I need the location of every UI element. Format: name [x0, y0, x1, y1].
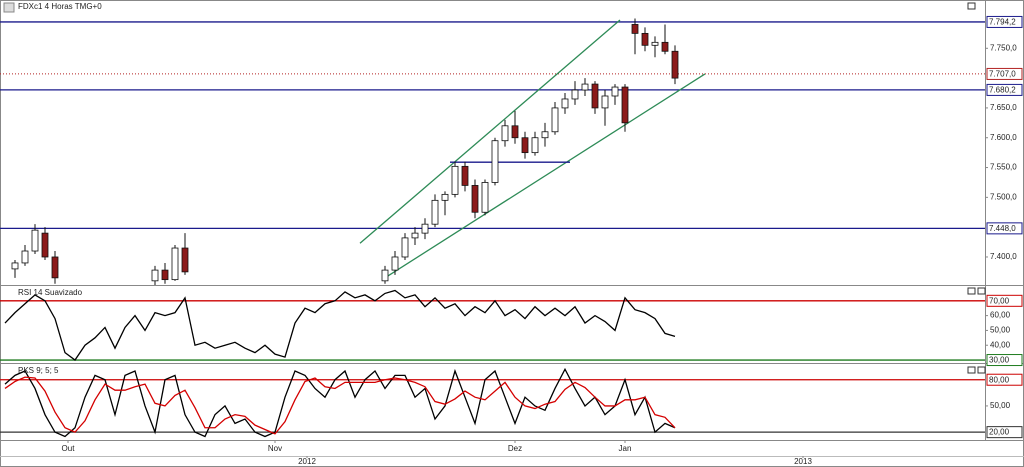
candle-body [461, 165, 469, 186]
level-label-box [986, 294, 1023, 307]
level-label-box [986, 222, 1023, 235]
maximize-button[interactable] [967, 2, 976, 10]
y-tick-label: 40,00 [990, 340, 1011, 349]
level-label-box [986, 83, 1023, 96]
x-tick-label: Dez [508, 444, 522, 453]
plot-area [0, 289, 985, 361]
level-label: 7.794,2 [989, 18, 1016, 27]
year-tick-label: 2012 [298, 457, 316, 466]
level-label: 20,00 [989, 428, 1010, 437]
candle-body [571, 89, 579, 100]
candle-body [21, 250, 29, 264]
candle-body [641, 32, 649, 46]
symbol-icon [3, 2, 15, 13]
close-button[interactable] [977, 287, 986, 295]
candle-body [181, 247, 189, 273]
candle-body [611, 86, 619, 97]
year-tick-label: 2013 [794, 457, 812, 466]
level-label-box [986, 15, 1023, 28]
pane-title: FDXc1 4 Horas TMG+0 [18, 2, 102, 11]
series-line [4, 367, 676, 438]
candle-body [441, 193, 449, 201]
candle-body [481, 182, 489, 213]
candle-body [521, 137, 529, 154]
candle-body [601, 95, 609, 109]
x-tick-label: Out [62, 444, 76, 453]
y-tick-label: 7.650,0 [990, 103, 1017, 112]
candle-body [411, 232, 419, 239]
pane-title: RSI 14 Suavizado [18, 288, 83, 297]
level-label-box [986, 67, 1023, 80]
candle-body [581, 83, 589, 91]
candle-body [501, 125, 509, 142]
candle-body [11, 262, 19, 270]
candle-body [631, 24, 639, 34]
pane-title: PKS 9; 5; 5 [18, 366, 59, 375]
candle-body [491, 140, 499, 183]
series-line [4, 289, 676, 361]
plot-area [0, 18, 985, 285]
level-label: 30,00 [989, 356, 1010, 365]
plot-area [0, 367, 985, 438]
candle-body [391, 256, 399, 271]
level-label-box [986, 426, 1023, 439]
series-line [4, 376, 676, 435]
candle-body [511, 125, 519, 139]
candle-body [531, 137, 539, 154]
candle-body [471, 185, 479, 213]
candle-body [31, 229, 39, 252]
candle-body [421, 223, 429, 234]
candle-body [561, 98, 569, 109]
candle-body [51, 256, 59, 279]
level-label-box [986, 373, 1023, 386]
y-tick-label: 7.600,0 [990, 133, 1017, 142]
candle-body [661, 41, 669, 52]
candle-body [401, 237, 409, 258]
candle-body [651, 41, 659, 46]
candle-body [591, 83, 599, 109]
candle-body [541, 131, 549, 139]
candle-body [621, 86, 629, 124]
level-label-box [986, 354, 1023, 367]
level-label: 7.707,0 [989, 70, 1016, 79]
level-label: 7.680,2 [989, 86, 1016, 95]
candle-body [671, 50, 679, 79]
y-tick-label: 60,00 [990, 311, 1011, 320]
candle-body [171, 247, 179, 281]
y-tick-label: 7.400,0 [990, 252, 1017, 261]
y-tick-label: 50,00 [990, 401, 1011, 410]
candle-body [151, 269, 159, 282]
close-button[interactable] [977, 366, 986, 374]
x-tick-label: Jan [619, 444, 632, 453]
level-label: 7.448,0 [989, 224, 1016, 233]
candle-body [41, 232, 49, 258]
candle-body [381, 269, 389, 282]
candle-body [161, 269, 169, 281]
y-tick-label: 7.750,0 [990, 43, 1017, 52]
candle-body [451, 165, 459, 195]
y-tick-label: 50,00 [990, 326, 1011, 335]
candle-body [431, 199, 439, 225]
level-label: 70,00 [989, 296, 1010, 305]
y-tick-label: 7.500,0 [990, 192, 1017, 201]
candle-body [551, 107, 559, 133]
x-tick-label: Nov [268, 444, 282, 453]
level-label: 80,00 [989, 375, 1010, 384]
maximize-button[interactable] [967, 366, 976, 374]
maximize-button[interactable] [967, 287, 976, 295]
y-tick-label: 7.550,0 [990, 163, 1017, 172]
trendline [359, 19, 621, 244]
trendline [384, 73, 706, 279]
